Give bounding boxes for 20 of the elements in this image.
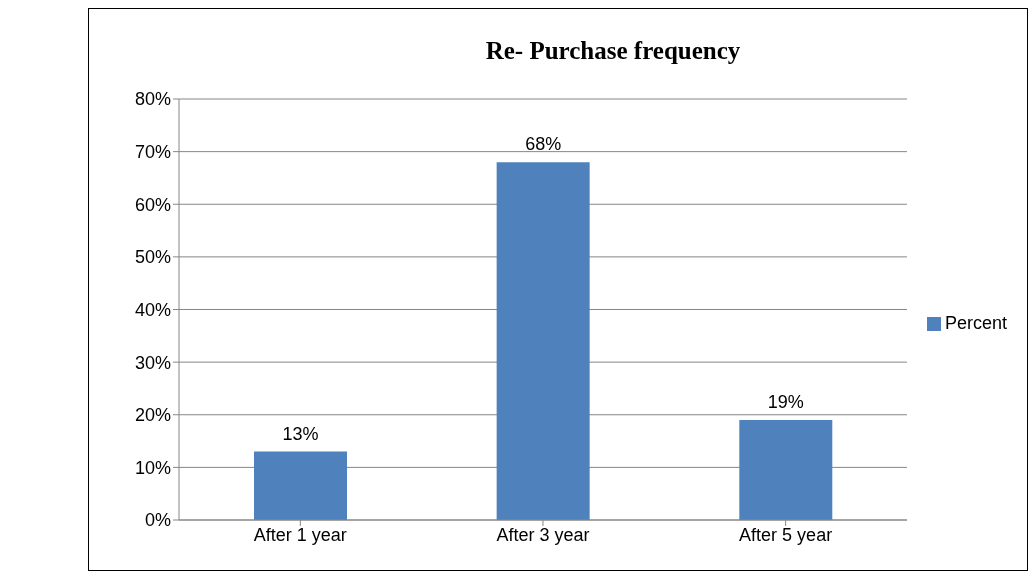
- chart-title: Re- Purchase frequency: [484, 36, 742, 66]
- y-tick-label: 20%: [134, 405, 171, 426]
- y-tick-label: 60%: [134, 194, 171, 215]
- y-tick-label: 40%: [134, 299, 171, 320]
- legend-label: Percent: [944, 313, 1007, 333]
- y-tick-label: 10%: [134, 457, 171, 478]
- bar: [254, 451, 347, 520]
- y-tick-label: 50%: [134, 247, 171, 268]
- text: 13%: [282, 423, 319, 444]
- bar: [739, 420, 833, 520]
- y-tick-label: 70%: [134, 142, 171, 163]
- y-tick-label: 80%: [134, 89, 171, 110]
- x-tick-label: After 1 year: [253, 524, 347, 545]
- y-tick-label: 0%: [144, 510, 171, 531]
- y-tick-label: 30%: [134, 352, 171, 373]
- text: 68%: [525, 134, 562, 155]
- x-tick-label: After 3 year: [496, 524, 590, 545]
- bar: [496, 162, 590, 520]
- text: 19%: [767, 392, 804, 413]
- x-tick-label: After 5 year: [739, 524, 833, 545]
